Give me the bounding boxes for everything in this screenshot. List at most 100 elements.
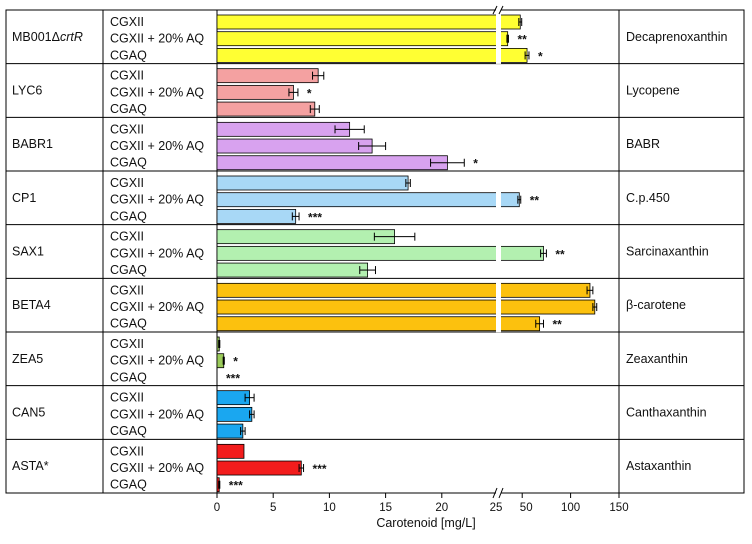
axis-break-cut: [496, 30, 501, 48]
significance-marker: ***: [229, 479, 243, 493]
bar: [216, 262, 369, 278]
condition-label: CGXII + 20% AQ: [110, 300, 204, 314]
condition-label: CGXII: [110, 283, 144, 297]
strain-label: BETA4: [12, 298, 51, 312]
condition-label: CGXII + 20% AQ: [110, 139, 204, 153]
bar: [216, 68, 319, 84]
condition-label: CGXII: [110, 230, 144, 244]
condition-label: CGXII + 20% AQ: [110, 407, 204, 421]
bar: [216, 460, 302, 476]
bar: [216, 282, 591, 298]
axis-break-cut: [496, 298, 501, 316]
bar: [216, 316, 541, 332]
bar: [216, 423, 244, 439]
bar: [216, 245, 544, 261]
axis-break-cut: [496, 191, 501, 209]
condition-label: CGAQ: [110, 370, 147, 384]
table-frame: [5, 9, 745, 494]
pigment-label: Sarcinaxanthin: [626, 245, 709, 259]
pigment-label: Lycopene: [626, 84, 680, 98]
labels-layer: MB001ΔcrtR Decaprenoxanthin CGXII CGXII + 2…: [12, 15, 728, 493]
axis-break-cut: [496, 46, 501, 64]
x-tick-label: 5: [270, 502, 276, 514]
significance-marker: *: [538, 49, 543, 63]
bar: [216, 121, 351, 137]
condition-label: CGXII: [110, 122, 144, 136]
condition-label: CGAQ: [110, 424, 147, 438]
bar: [216, 14, 521, 30]
significance-marker: **: [530, 194, 540, 208]
pigment-label: C.p.450: [626, 191, 670, 205]
significance-marker: ***: [308, 210, 322, 224]
bar: [216, 155, 448, 171]
axis-break-cut: [496, 244, 501, 262]
x-tick-label: 150: [609, 502, 628, 514]
condition-label: CGAQ: [110, 317, 147, 331]
condition-label: CGXII: [110, 391, 144, 405]
condition-label: CGXII: [110, 15, 144, 29]
x-tick-label: 25: [490, 502, 503, 514]
significance-marker: *: [307, 86, 312, 100]
condition-label: CGAQ: [110, 48, 147, 62]
condition-label: CGXII + 20% AQ: [110, 461, 204, 475]
axis-break-gap: [496, 6, 501, 15]
x-tick-label: 100: [561, 502, 580, 514]
strain-label: CAN5: [12, 406, 45, 420]
strain-label: CP1: [12, 191, 36, 205]
bar: [216, 84, 294, 100]
strain-label: LYC6: [12, 84, 42, 98]
bar: [216, 31, 509, 47]
condition-label: CGAQ: [110, 478, 147, 492]
pigment-label: β-carotene: [626, 298, 686, 312]
strain-label: ZEA5: [12, 352, 43, 366]
bars-layer: [216, 13, 598, 493]
axis-break-mark: [492, 487, 498, 499]
condition-label: CGAQ: [110, 102, 147, 116]
condition-label: CGXII: [110, 444, 144, 458]
x-tick-label: 50: [520, 502, 533, 514]
significance-marker: **: [552, 318, 562, 332]
bar: [216, 138, 373, 154]
significance-marker: **: [555, 247, 565, 261]
bar: [216, 229, 395, 245]
condition-label: CGXII: [110, 69, 144, 83]
bar: [216, 299, 596, 315]
x-axis-label: Carotenoid [mg/L]: [376, 516, 475, 530]
significance-marker: *: [473, 157, 478, 171]
condition-label: CGAQ: [110, 156, 147, 170]
table-grid: [5, 9, 745, 494]
x-tick-label: 0: [214, 502, 220, 514]
bar: [216, 406, 253, 422]
axis-break-cut: [496, 281, 501, 299]
x-axis: 0 5 10 15 20 25 50 100 150: [214, 5, 629, 514]
condition-label: CGXII + 20% AQ: [110, 246, 204, 260]
axis-break-mark: [498, 5, 504, 15]
pigment-label: Canthaxanthin: [626, 406, 707, 420]
condition-label: CGXII + 20% AQ: [110, 32, 204, 46]
strain-label: ASTA*: [12, 459, 49, 473]
axis-break-cut: [496, 315, 501, 333]
condition-label: CGXII: [110, 337, 144, 351]
condition-label: CGXII + 20% AQ: [110, 193, 204, 207]
axis-break-mark: [498, 487, 504, 499]
significance-marker: *: [233, 355, 238, 369]
condition-label: CGAQ: [110, 263, 147, 277]
bar: [216, 192, 520, 208]
strain-label: MB001ΔcrtR: [12, 30, 83, 44]
condition-label: CGXII + 20% AQ: [110, 85, 204, 99]
condition-label: CGXII: [110, 176, 144, 190]
axis-break-cut: [496, 13, 501, 31]
x-tick-label: 15: [379, 502, 392, 514]
axis-break-mark: [492, 5, 498, 15]
significance-marker: **: [517, 33, 527, 47]
significance-marker: ***: [313, 462, 327, 476]
pigment-label: Astaxanthin: [626, 459, 691, 473]
pigment-label: Decaprenoxanthin: [626, 30, 728, 44]
bar: [216, 101, 316, 117]
condition-label: CGAQ: [110, 209, 147, 223]
strain-label: BABR1: [12, 137, 53, 151]
bar: [216, 208, 297, 224]
axis-break-gap: [496, 489, 501, 499]
significance-marker: ***: [226, 371, 240, 385]
